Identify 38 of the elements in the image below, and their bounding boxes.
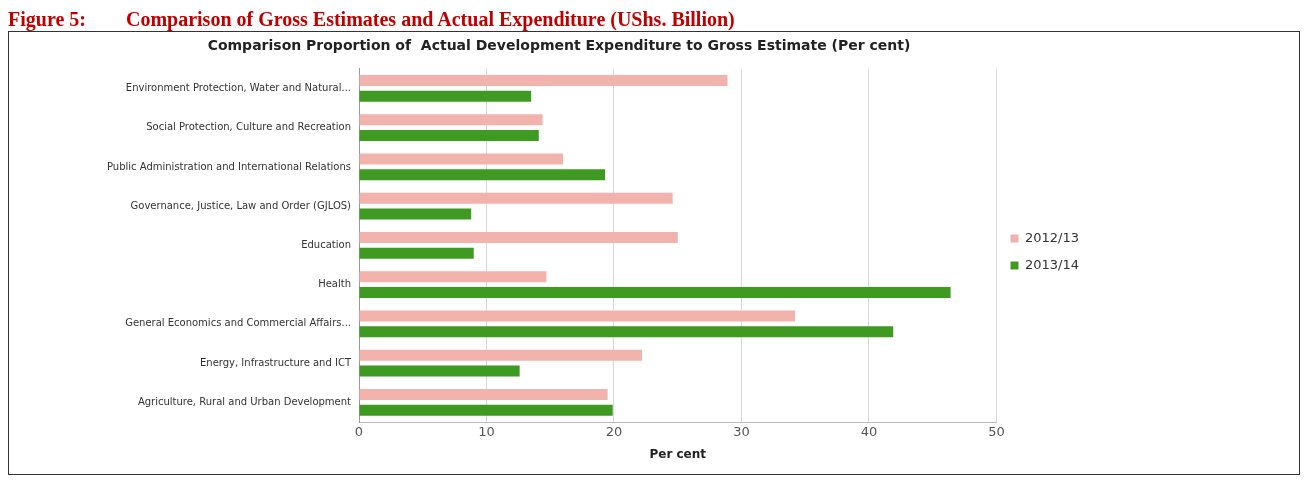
x-tick-label: 50 [988,424,1005,440]
bar [359,287,951,298]
x-tick-label: 40 [860,424,878,440]
bar [359,349,643,361]
bar [359,169,606,181]
bar [359,365,520,377]
legend-label: 2013/14 [1024,256,1080,272]
y-tick-label: Agriculture, Rural and Urban Development [137,395,352,407]
bar [359,208,472,220]
chart-title: Comparison Proportion of Actual Development Expenditure to Gross Estimate (Per cent) [207,37,911,54]
y-tick-label: General Economics and Commercial Affairs... [125,317,351,329]
bar [359,192,673,204]
bar [359,90,532,102]
bar [359,114,543,126]
bar [359,404,613,416]
bar [359,247,474,259]
bar [359,75,728,87]
y-tick-label: Health [318,278,351,290]
y-tick-label: Energy, Infrastructure and ICT [199,356,352,368]
bar [359,130,539,142]
bar [359,153,563,165]
bar [359,389,608,401]
y-tick-label: Governance, Justice, Law and Order (GJLOS) [130,199,352,211]
caption: Figure 5: Comparison of Gross Estimates and Actual Expenditure (UShs. Billion) [8,8,736,31]
y-tick-label: Environment Protection, Water and Natural... [125,82,351,94]
bar [359,326,894,338]
x-axis-title: Per cent [649,446,707,461]
bar [359,310,796,322]
y-tick-label: Public Administration and International Relations [106,160,351,172]
x-tick-label: 10 [478,424,495,440]
x-tick-label: 0 [354,424,364,440]
bar [359,271,547,283]
y-tick-label: Social Protection, Culture and Recreation [146,121,351,133]
bar [359,232,678,244]
x-tick-label: 30 [733,424,750,440]
x-tick-label: 20 [605,424,623,440]
legend-label: 2012/13 [1024,229,1080,245]
y-tick-label: Education [301,238,351,250]
